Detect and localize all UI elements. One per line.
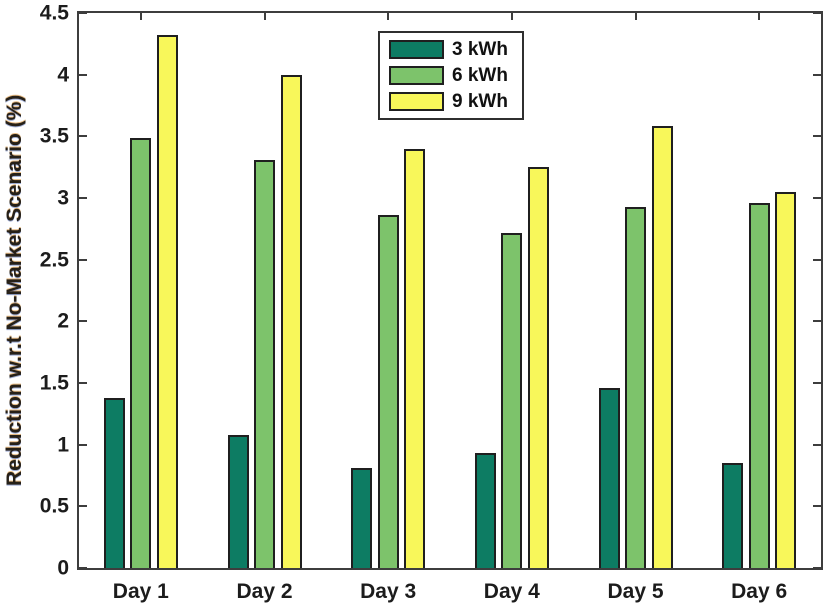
y-tick-label: 4: [57, 63, 69, 87]
bar-day4-3kwh: [474, 453, 496, 568]
y-tick-mark: [813, 567, 821, 569]
y-tick-mark: [813, 135, 821, 138]
y-tick-mark: [79, 258, 87, 261]
legend-item: 3 kWh: [389, 40, 514, 59]
bar-day1-3kwh: [103, 397, 125, 568]
x-tick-mark: [758, 13, 761, 20]
y-tick-mark: [813, 73, 821, 76]
y-tick-mark: [813, 197, 821, 199]
bar-day5-6kwh: [625, 206, 646, 568]
legend-swatch-icon: [389, 40, 444, 59]
legend-item-label: 3 kWh: [452, 39, 508, 60]
y-tick-label: 3: [57, 186, 69, 210]
y-tick-label: 2.5: [39, 248, 69, 272]
x-category-label: Day 6: [731, 580, 788, 603]
bar-day2-3kwh: [227, 434, 249, 568]
legend-swatch-icon: [389, 92, 444, 111]
y-tick-mark: [813, 382, 821, 384]
bar-day2-6kwh: [254, 159, 275, 568]
y-tick-mark: [79, 320, 87, 323]
x-category-label: Day 5: [607, 580, 664, 603]
y-tick-mark: [813, 505, 821, 508]
y-tick-label: 2: [57, 309, 69, 333]
y-tick-mark: [79, 567, 87, 569]
x-category-label: Day 4: [483, 580, 540, 603]
y-tick-label: 4.5: [39, 1, 69, 25]
y-tick-mark: [813, 443, 821, 446]
legend-swatch-icon: [389, 66, 444, 85]
legend-item-label: 9 kWh: [452, 91, 508, 112]
y-tick-mark: [813, 12, 821, 14]
bar-day6-6kwh: [748, 202, 770, 568]
y-axis-title: Reduction w.r.t No-Market Scenario (%): [3, 94, 26, 487]
bar-day1-9kwh: [156, 35, 178, 568]
bar-day1-6kwh: [130, 137, 152, 568]
legend-item: 6 kWh: [389, 66, 514, 85]
bar-day3-9kwh: [404, 148, 426, 568]
bar-day6-9kwh: [775, 191, 797, 568]
x-tick-mark: [634, 13, 637, 20]
y-tick-mark: [79, 505, 87, 508]
bar-day5-3kwh: [598, 387, 620, 568]
x-category-label: Day 2: [236, 580, 293, 603]
y-tick-mark: [79, 12, 87, 14]
x-tick-mark: [139, 13, 142, 20]
bar-day4-9kwh: [527, 167, 549, 568]
y-tick-label: 1.5: [39, 371, 69, 395]
x-tick-mark: [387, 13, 390, 20]
y-tick-mark: [79, 73, 87, 76]
bar-day2-9kwh: [280, 74, 302, 568]
x-tick-mark: [263, 13, 266, 20]
legend-item: 9 kWh: [389, 92, 514, 111]
y-tick-mark: [79, 382, 87, 384]
y-tick-label: 3.5: [39, 124, 69, 148]
y-tick-mark: [79, 135, 87, 138]
bar-day5-9kwh: [651, 126, 673, 568]
y-tick-label: 0: [57, 556, 69, 580]
bar-day3-6kwh: [377, 215, 399, 568]
bar-day4-6kwh: [501, 232, 523, 568]
bar-day3-3kwh: [351, 468, 373, 568]
legend-item-label: 6 kWh: [452, 65, 508, 86]
y-tick-mark: [813, 258, 821, 261]
bar-day6-3kwh: [722, 463, 744, 568]
y-tick-mark: [79, 197, 87, 199]
y-tick-label: 0.5: [39, 494, 69, 518]
y-tick-label: 1: [57, 433, 69, 457]
legend: 3 kWh 6 kWh 9 kWh: [378, 31, 524, 120]
x-tick-mark: [510, 13, 513, 20]
y-tick-mark: [79, 443, 87, 446]
x-category-label: Day 3: [360, 580, 417, 603]
x-category-label: Day 1: [112, 580, 169, 603]
y-tick-mark: [813, 320, 821, 323]
